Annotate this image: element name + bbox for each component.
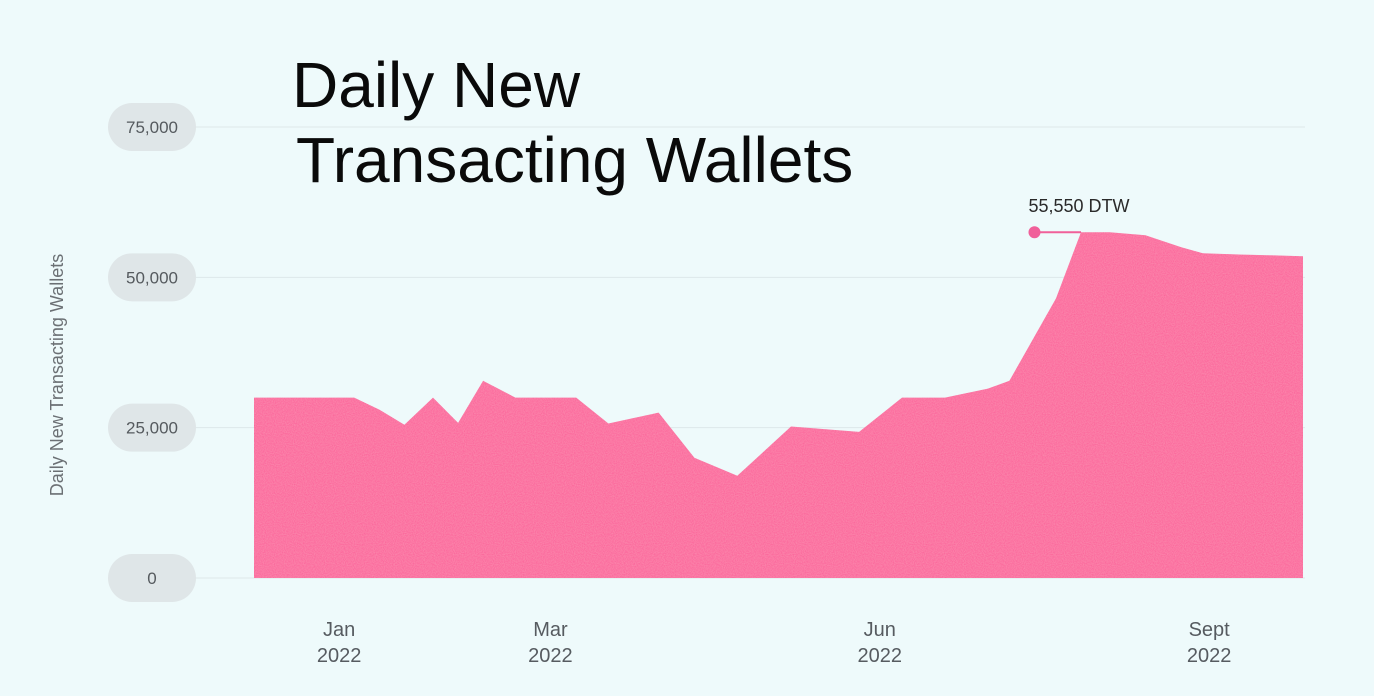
area-fill <box>254 232 1303 578</box>
y-tick-label: 0 <box>147 569 156 588</box>
chart-title-line-1: Daily New <box>292 49 581 121</box>
annotation-label: 55,550 DTW <box>1028 196 1129 216</box>
y-tick: 50,000 <box>108 253 196 302</box>
peak-annotation: 55,550 DTW <box>1028 196 1130 239</box>
y-tick-pill <box>108 253 196 302</box>
x-tick: Mar 2022 <box>528 619 573 667</box>
x-tick-label-month: Jan <box>323 619 355 641</box>
x-tick: Jun 2022 <box>858 619 903 667</box>
y-tick-label: 50,000 <box>126 268 178 287</box>
x-tick-label-year: 2022 <box>528 645 573 667</box>
chart-title: Daily New Transacting Wallets <box>292 49 853 196</box>
x-tick-label-month: Mar <box>533 619 568 641</box>
y-tick: 75,000 <box>108 103 196 151</box>
y-tick-label: 25,000 <box>126 419 178 438</box>
y-tick-pill <box>108 554 196 602</box>
y-tick: 0 <box>108 554 196 602</box>
x-tick-label-month: Sept <box>1189 619 1231 641</box>
x-tick-label-year: 2022 <box>858 645 903 667</box>
y-tick-pill <box>108 103 196 151</box>
y-tick-label: 75,000 <box>126 118 178 137</box>
y-tick: 25,000 <box>108 403 196 452</box>
y-tick-pill <box>108 403 196 452</box>
x-axis-ticks: Jan 2022 Mar 2022 Jun 2022 Sept 2022 <box>317 619 1231 667</box>
annotation-marker <box>1028 226 1041 239</box>
x-tick-label-year: 2022 <box>317 645 362 667</box>
x-tick-label-month: Jun <box>864 619 896 641</box>
x-tick: Jan 2022 <box>317 619 362 667</box>
chart-title-line-2: Transacting Wallets <box>296 124 853 196</box>
x-tick: Sept 2022 <box>1187 619 1232 667</box>
area-series <box>254 232 1303 578</box>
x-tick-label-year: 2022 <box>1187 645 1232 667</box>
y-axis-ticks: 0 25,000 50,000 75,000 <box>108 103 196 602</box>
y-axis-label: Daily New Transacting Wallets <box>47 254 67 496</box>
